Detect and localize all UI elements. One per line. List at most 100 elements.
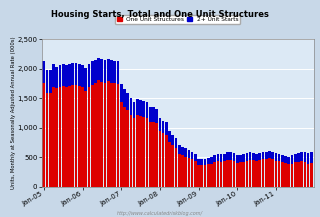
Bar — [213, 162, 216, 187]
Bar — [294, 162, 297, 187]
Bar — [223, 161, 226, 187]
Bar — [123, 107, 126, 187]
Bar — [200, 165, 203, 187]
Bar — [245, 161, 248, 187]
Bar — [162, 133, 164, 187]
Legend: One Unit Structures, 2+ Unit Starts: One Unit Structures, 2+ Unit Starts — [115, 15, 240, 24]
Bar — [291, 155, 293, 164]
Bar — [300, 161, 303, 187]
Bar — [162, 121, 164, 133]
Bar — [146, 102, 148, 118]
Bar — [81, 65, 84, 87]
Bar — [110, 60, 113, 83]
Bar — [249, 160, 252, 187]
Bar — [46, 70, 48, 93]
Bar — [55, 67, 58, 88]
Bar — [191, 159, 194, 187]
Bar — [268, 158, 271, 187]
Bar — [178, 154, 180, 187]
Bar — [65, 65, 68, 87]
Bar — [175, 138, 177, 148]
Text: Housing Starts, Total and One Unit Structures: Housing Starts, Total and One Unit Struc… — [51, 10, 269, 19]
Bar — [307, 164, 309, 187]
Bar — [165, 122, 168, 135]
Bar — [188, 158, 190, 187]
Bar — [197, 165, 200, 187]
Bar — [304, 162, 306, 187]
Bar — [207, 158, 210, 164]
Bar — [204, 159, 206, 165]
Bar — [220, 162, 222, 187]
Bar — [252, 160, 255, 187]
Bar — [130, 98, 132, 115]
Bar — [304, 152, 306, 162]
Bar — [172, 145, 174, 187]
Bar — [130, 115, 132, 187]
Bar — [252, 153, 255, 160]
Bar — [281, 162, 284, 187]
Bar — [97, 58, 100, 80]
Bar — [191, 152, 194, 159]
Bar — [165, 135, 168, 187]
Bar — [78, 64, 81, 86]
Bar — [265, 152, 268, 159]
Bar — [255, 161, 258, 187]
Bar — [184, 156, 187, 187]
Bar — [310, 152, 313, 163]
Bar — [242, 162, 245, 187]
Bar — [226, 152, 229, 160]
Bar — [155, 109, 158, 123]
Bar — [297, 153, 300, 162]
Bar — [271, 159, 274, 187]
Bar — [229, 160, 232, 187]
Bar — [158, 131, 161, 187]
Bar — [55, 88, 58, 187]
Bar — [188, 150, 190, 158]
Bar — [62, 86, 65, 187]
Bar — [107, 81, 110, 187]
Bar — [71, 85, 74, 187]
Bar — [259, 160, 261, 187]
Bar — [133, 102, 135, 118]
Bar — [233, 153, 236, 161]
Bar — [242, 154, 245, 162]
Bar — [278, 154, 281, 161]
Bar — [49, 70, 52, 93]
Bar — [91, 61, 93, 84]
Bar — [287, 156, 290, 164]
Bar — [207, 164, 210, 187]
Bar — [262, 159, 264, 187]
Bar — [178, 145, 180, 154]
Bar — [210, 164, 213, 187]
Bar — [168, 142, 171, 187]
Bar — [158, 118, 161, 131]
Bar — [126, 110, 129, 187]
Bar — [46, 93, 48, 187]
Text: http://www.calculatedriskblog.com/: http://www.calculatedriskblog.com/ — [117, 211, 203, 216]
Bar — [97, 80, 100, 187]
Bar — [113, 83, 116, 187]
Bar — [107, 59, 110, 81]
Bar — [217, 154, 219, 161]
Bar — [223, 154, 226, 161]
Bar — [262, 152, 264, 159]
Bar — [91, 84, 93, 187]
Bar — [136, 99, 139, 115]
Bar — [168, 131, 171, 142]
Bar — [204, 165, 206, 187]
Bar — [62, 64, 65, 86]
Bar — [181, 147, 184, 155]
Bar — [52, 64, 55, 87]
Bar — [300, 152, 303, 161]
Bar — [271, 152, 274, 159]
Bar — [239, 155, 242, 162]
Bar — [249, 152, 252, 160]
Bar — [217, 161, 219, 187]
Bar — [78, 86, 81, 187]
Bar — [297, 162, 300, 187]
Bar — [287, 164, 290, 187]
Bar — [113, 61, 116, 83]
Bar — [139, 100, 142, 116]
Bar — [59, 65, 61, 87]
Bar — [75, 63, 77, 85]
